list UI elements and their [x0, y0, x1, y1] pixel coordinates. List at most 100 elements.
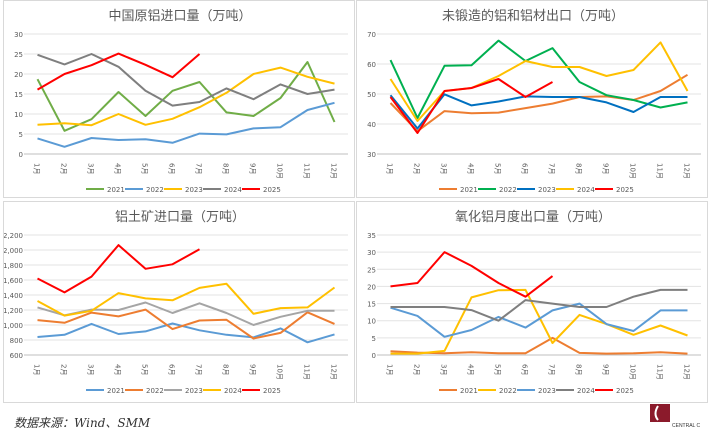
chart-title: 铝土矿进口量（万吨） [115, 210, 245, 225]
y-tick-label: 10 [367, 318, 376, 326]
legend-label: 2021 [460, 186, 478, 194]
x-tick-label: 8月 [575, 163, 583, 174]
x-tick-label: 2月 [413, 163, 421, 174]
legend-label: 2021 [460, 387, 478, 395]
x-tick-label: 9月 [249, 163, 257, 174]
chart-panel-alumina-exports: 氧化铝月度出口量（万吨） 0 5 10 15 20 25 30 35 1月 2月 3月 4月 5月 6月 7月… [356, 201, 708, 403]
x-tick-label: 11月 [656, 163, 664, 179]
y-tick-label: 2,200 [4, 232, 23, 240]
data-source-note: 数据来源：Wind、SMM [14, 416, 151, 430]
legend-label: 2022 [146, 186, 164, 194]
x-tick-label: 1月 [386, 163, 394, 174]
y-tick-label: 600 [10, 352, 23, 360]
x-tick-label: 8月 [222, 364, 230, 375]
x-tick-label: 10月 [629, 364, 637, 380]
y-tick-label: 60 [367, 61, 376, 69]
y-tick-label: 1,000 [4, 322, 23, 330]
chart-title: 氧化铝月度出口量（万吨） [455, 209, 611, 225]
x-tick-label: 5月 [494, 163, 502, 174]
x-tick-label: 12月 [683, 163, 691, 179]
x-tick-label: 4月 [114, 364, 122, 375]
legend-label: 2022 [146, 387, 164, 395]
x-tick-label: 1月 [33, 364, 41, 375]
x-tick-label: 6月 [168, 163, 176, 174]
y-tick-label: 1,400 [4, 292, 23, 300]
x-tick-label: 2月 [60, 364, 68, 375]
x-tick-label: 10月 [629, 163, 637, 179]
y-tick-label: 0 [19, 151, 23, 159]
x-tick-label: 3月 [87, 163, 95, 174]
x-tick-label: 5月 [494, 364, 502, 375]
series-line-2023 [37, 66, 335, 127]
x-tick-label: 5月 [141, 364, 149, 375]
legend-label: 2024 [577, 186, 595, 194]
series-line-2024 [390, 288, 688, 322]
y-tick-label: 10 [14, 111, 23, 119]
x-tick-label: 9月 [602, 364, 610, 375]
x-tick-label: 4月 [467, 364, 475, 375]
series-line-2024 [37, 282, 336, 317]
x-tick-label: 8月 [575, 364, 583, 375]
chart-svg: 未锻造的铝和铝材出口（万吨） 30 40 50 60 70 1月 2月 3月 4月 5月 6月 7月 8月… [367, 8, 701, 194]
y-tick-label: 70 [367, 31, 376, 39]
legend-label: 2021 [107, 186, 125, 194]
series-line-2023 [389, 93, 688, 130]
x-tick-label: 11月 [656, 364, 664, 380]
y-tick-label: 20 [14, 71, 23, 79]
x-tick-label: 12月 [330, 364, 338, 380]
x-tick-label: 12月 [683, 364, 691, 380]
svg-text:CENTRAL C: CENTRAL C [672, 423, 701, 429]
series-line-2025 [390, 251, 554, 298]
y-tick-label: 1,600 [4, 277, 23, 285]
y-tick-label: 30 [367, 151, 376, 159]
x-tick-label: 6月 [168, 364, 176, 375]
x-tick-label: 5月 [141, 163, 149, 174]
series-line-2025 [36, 52, 201, 91]
x-tick-label: 6月 [521, 163, 529, 174]
company-logo: CENTRAL C [650, 404, 701, 429]
x-tick-label: 11月 [303, 364, 311, 380]
x-tick-label: 7月 [195, 163, 203, 174]
legend-label: 2022 [499, 186, 517, 194]
legend-label: 2022 [499, 387, 517, 395]
legend-label: 2025 [263, 387, 281, 395]
x-tick-label: 4月 [467, 163, 475, 174]
y-tick-label: 1,800 [4, 262, 23, 270]
chart-title: 未锻造的铝和铝材出口（万吨） [442, 8, 624, 24]
legend-label: 2025 [263, 186, 281, 194]
y-tick-label: 25 [367, 266, 376, 274]
x-tick-label: 4月 [114, 163, 122, 174]
x-tick-label: 1月 [33, 163, 41, 174]
legend-label: 2023 [185, 186, 203, 194]
y-tick-label: 35 [367, 232, 376, 240]
x-tick-label: 12月 [330, 163, 338, 179]
series-line-2025 [37, 244, 200, 294]
x-tick-label: 7月 [195, 364, 203, 375]
y-tick-label: 20 [367, 283, 376, 291]
series-line-2021 [390, 336, 688, 355]
x-tick-label: 11月 [303, 163, 311, 179]
legend-label: 2021 [107, 387, 125, 395]
x-tick-label: 10月 [276, 364, 284, 380]
x-tick-label: 9月 [602, 163, 610, 174]
y-tick-label: 30 [14, 31, 23, 39]
y-tick-label: 40 [367, 121, 376, 129]
y-tick-label: 15 [14, 91, 23, 99]
x-tick-label: 7月 [548, 364, 556, 375]
chart-title: 中国原铝进口量（万吨） [108, 9, 251, 24]
y-tick-label: 800 [10, 337, 23, 345]
legend-label: 2025 [616, 186, 634, 194]
x-tick-label: 3月 [87, 364, 95, 375]
x-tick-label: 1月 [386, 364, 394, 375]
y-tick-label: 5 [19, 131, 23, 139]
x-tick-label: 8月 [222, 163, 230, 174]
series-line-2022 [37, 101, 335, 148]
series-line-2021 [36, 61, 336, 132]
series-line-2023 [37, 301, 335, 326]
x-tick-label: 6月 [521, 364, 529, 375]
y-tick-label: 15 [367, 301, 376, 309]
y-tick-label: 5 [372, 335, 376, 343]
y-tick-label: 2,000 [4, 247, 23, 255]
